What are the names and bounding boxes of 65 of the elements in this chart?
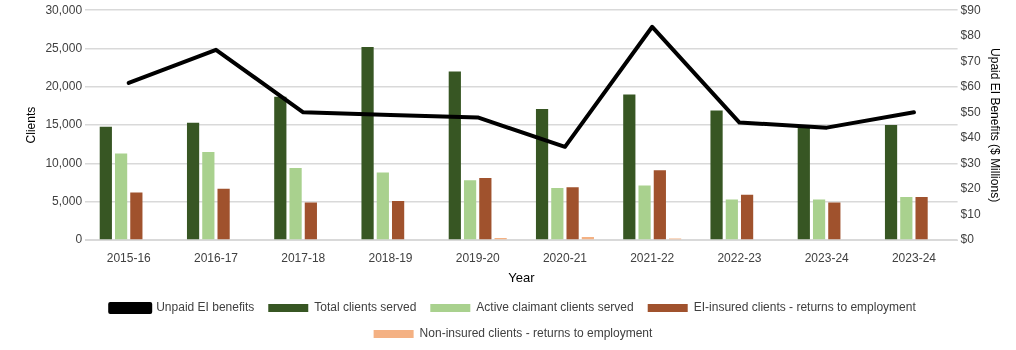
bar bbox=[448, 71, 461, 240]
bar bbox=[710, 110, 723, 240]
y2-tick-label: $10 bbox=[960, 206, 981, 221]
bar bbox=[130, 192, 143, 240]
legend-label: Total clients served bbox=[314, 300, 417, 315]
y-tick-label: 30,000 bbox=[45, 2, 83, 17]
x-tick-label: 2020-21 bbox=[542, 250, 588, 265]
y-tick-label: 0 bbox=[75, 232, 83, 247]
bar bbox=[186, 122, 200, 240]
y2-axis-title: Upaid EI Benefits ($ Millions) bbox=[988, 48, 1003, 203]
bar bbox=[479, 177, 492, 240]
x-tick-label: 2018-19 bbox=[368, 250, 413, 265]
bar bbox=[828, 202, 841, 240]
bar bbox=[638, 185, 651, 240]
bar bbox=[653, 170, 666, 240]
y-tick-label: 15,000 bbox=[45, 117, 83, 132]
legend-label: Active claimant clients served bbox=[476, 300, 634, 315]
bar bbox=[289, 168, 302, 240]
y2-tick-label: $50 bbox=[960, 104, 981, 119]
y2-tick-label: $70 bbox=[960, 53, 981, 68]
x-tick-label: 2017-18 bbox=[281, 250, 326, 265]
y2-tick-label: $20 bbox=[960, 181, 981, 196]
bar bbox=[535, 109, 549, 240]
bar bbox=[915, 197, 928, 240]
bar bbox=[99, 126, 112, 240]
bar bbox=[623, 94, 636, 240]
bar bbox=[274, 96, 287, 240]
y2-tick-label: $0 bbox=[960, 232, 975, 247]
y-tick-label: 20,000 bbox=[45, 79, 83, 94]
legend-label: Unpaid EI benefits bbox=[156, 300, 255, 315]
x-axis-title: Year bbox=[508, 269, 536, 285]
bar bbox=[797, 126, 810, 240]
x-tick-label: 2015-16 bbox=[106, 250, 152, 265]
bar bbox=[114, 153, 128, 240]
y2-tick-label: $90 bbox=[960, 2, 981, 17]
y-tick-label: 25,000 bbox=[45, 40, 83, 55]
x-tick-label: 2022-23 bbox=[717, 250, 762, 265]
x-tick-label: 2019-20 bbox=[455, 250, 501, 265]
y2-tick-label: $30 bbox=[960, 155, 981, 170]
y-axis-title: Clients bbox=[23, 106, 38, 144]
y2-tick-label: $80 bbox=[960, 28, 981, 43]
bar bbox=[551, 187, 564, 240]
bar bbox=[740, 194, 754, 240]
bar bbox=[392, 200, 405, 240]
y2-tick-label: $40 bbox=[960, 130, 981, 145]
x-tick-label: 2023-24 bbox=[891, 250, 937, 265]
x-tick-label: 2023-24 bbox=[804, 250, 850, 265]
bar bbox=[304, 202, 317, 240]
bar bbox=[361, 46, 374, 240]
bar bbox=[725, 199, 738, 240]
legend-label: Non-insured clients - returns to employment bbox=[419, 326, 654, 341]
bar bbox=[376, 172, 389, 240]
bar bbox=[884, 125, 898, 240]
bar bbox=[217, 188, 230, 240]
y2-tick-label: $60 bbox=[960, 79, 981, 94]
bar bbox=[566, 187, 579, 240]
bar bbox=[202, 151, 215, 240]
y-tick-label: 10,000 bbox=[45, 155, 83, 170]
bar bbox=[900, 197, 913, 240]
y-tick-label: 5,000 bbox=[52, 194, 83, 209]
bar bbox=[463, 180, 477, 240]
legend-label: EI-insured clients - returns to employment bbox=[693, 300, 917, 315]
x-tick-label: 2021-22 bbox=[630, 250, 675, 265]
x-tick-label: 2016-17 bbox=[193, 250, 239, 265]
bar bbox=[812, 199, 826, 240]
